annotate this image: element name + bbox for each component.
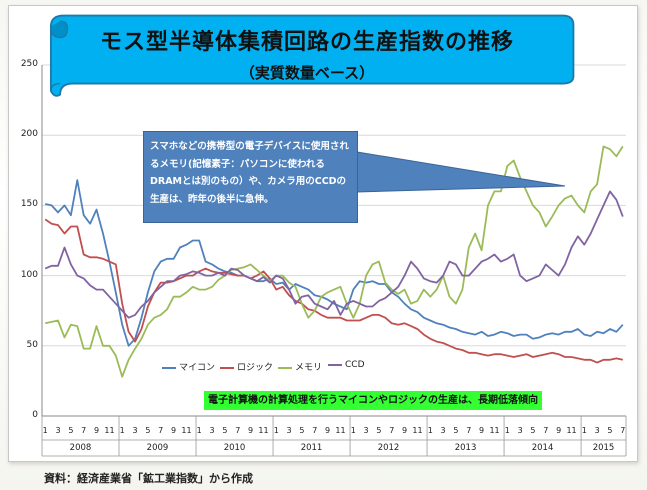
chart-title: モス型半導体集積回路の生産指数の推移 xyxy=(99,30,514,55)
series-line-ccd xyxy=(44,190,624,319)
x-month-label: 11 xyxy=(258,426,269,435)
x-year-label: 2011 xyxy=(300,443,323,453)
x-month-label: 1 xyxy=(273,426,279,435)
y-tick-label: 200 xyxy=(20,129,38,140)
legend-item-memory: メモリ xyxy=(278,360,322,373)
x-month-label: 9 xyxy=(479,426,485,435)
x-month-label: 11 xyxy=(104,426,115,435)
x-month-label: 3 xyxy=(363,426,369,435)
x-month-label: 9 xyxy=(402,426,408,435)
x-month-label: 7 xyxy=(312,426,318,435)
y-tick-label: 50 xyxy=(26,339,38,350)
x-month-label: 3 xyxy=(286,426,292,435)
x-year-label: 2009 xyxy=(146,443,169,453)
x-year-label: 2012 xyxy=(377,443,400,453)
x-month-label: 5 xyxy=(376,426,382,435)
x-year-label: 2008 xyxy=(69,443,92,453)
x-month-label: 9 xyxy=(248,426,254,435)
x-month-label: 7 xyxy=(81,426,87,435)
chart-subtitle: （実質数量ベース） xyxy=(239,64,375,82)
x-month-label: 7 xyxy=(235,426,241,435)
x-year-label: 2015 xyxy=(592,443,615,453)
x-month-label: 11 xyxy=(335,426,346,435)
source-note: 資料：経済産業省「鉱工業指数」から作成 xyxy=(44,472,253,485)
series-line-logic xyxy=(44,218,623,364)
x-month-label: 5 xyxy=(145,426,151,435)
x-month-label: 9 xyxy=(171,426,177,435)
x-month-label: 1 xyxy=(504,426,510,435)
y-tick-label: 250 xyxy=(20,59,38,69)
series-line-memory xyxy=(45,145,624,378)
x-year-label: 2010 xyxy=(223,443,246,453)
x-month-label: 11 xyxy=(412,426,423,435)
title-banner xyxy=(49,14,575,97)
x-month-label: 11 xyxy=(181,426,192,435)
x-month-label: 5 xyxy=(299,426,305,435)
x-month-label: 9 xyxy=(325,426,331,435)
x-month-label: 1 xyxy=(427,426,433,435)
x-month-label: 5 xyxy=(222,426,228,435)
x-month-label: 3 xyxy=(517,426,523,435)
x-month-label: 7 xyxy=(620,426,626,435)
x-month-label: 11 xyxy=(489,426,500,435)
legend-item-maikon: マイコン xyxy=(162,360,215,373)
x-month-label: 3 xyxy=(132,426,138,435)
x-month-label: 5 xyxy=(453,426,459,435)
x-month-label: 3 xyxy=(594,426,600,435)
green-note: 電子計算機の計算処理を行うマイコンやロジックの生産は、長期低落傾向 xyxy=(204,391,542,410)
x-month-label: 1 xyxy=(196,426,202,435)
x-year-label: 2013 xyxy=(454,443,477,453)
x-month-label: 11 xyxy=(566,426,577,435)
x-month-label: 1 xyxy=(119,426,125,435)
x-month-label: 1 xyxy=(581,426,587,435)
y-tick-label: 150 xyxy=(20,199,38,210)
x-month-label: 5 xyxy=(530,426,536,435)
x-month-label: 7 xyxy=(543,426,549,435)
y-tick-label: 100 xyxy=(20,269,38,280)
x-month-label: 7 xyxy=(389,426,395,435)
x-month-label: 3 xyxy=(209,426,215,435)
x-month-label: 5 xyxy=(607,426,613,435)
x-month-label: 9 xyxy=(94,426,100,435)
y-tick-label: 0 xyxy=(32,410,38,420)
x-month-label: 5 xyxy=(68,426,74,435)
callout-box: スマホなどの携帯型の電子デバイスに使用されるメモリ(記憶素子：パソコンに使われる… xyxy=(143,131,358,223)
x-month-label: 9 xyxy=(556,426,562,435)
x-month-label: 1 xyxy=(350,426,356,435)
x-month-label: 1 xyxy=(42,426,48,435)
x-month-label: 3 xyxy=(55,426,61,435)
series-line-maikon xyxy=(45,179,624,347)
x-month-label: 3 xyxy=(440,426,446,435)
x-month-label: 7 xyxy=(158,426,164,435)
legend-item-logic: ロジック xyxy=(220,360,273,373)
x-year-label: 2014 xyxy=(531,443,554,453)
legend-item-ccd: CCD xyxy=(328,360,365,370)
x-month-label: 7 xyxy=(466,426,472,435)
